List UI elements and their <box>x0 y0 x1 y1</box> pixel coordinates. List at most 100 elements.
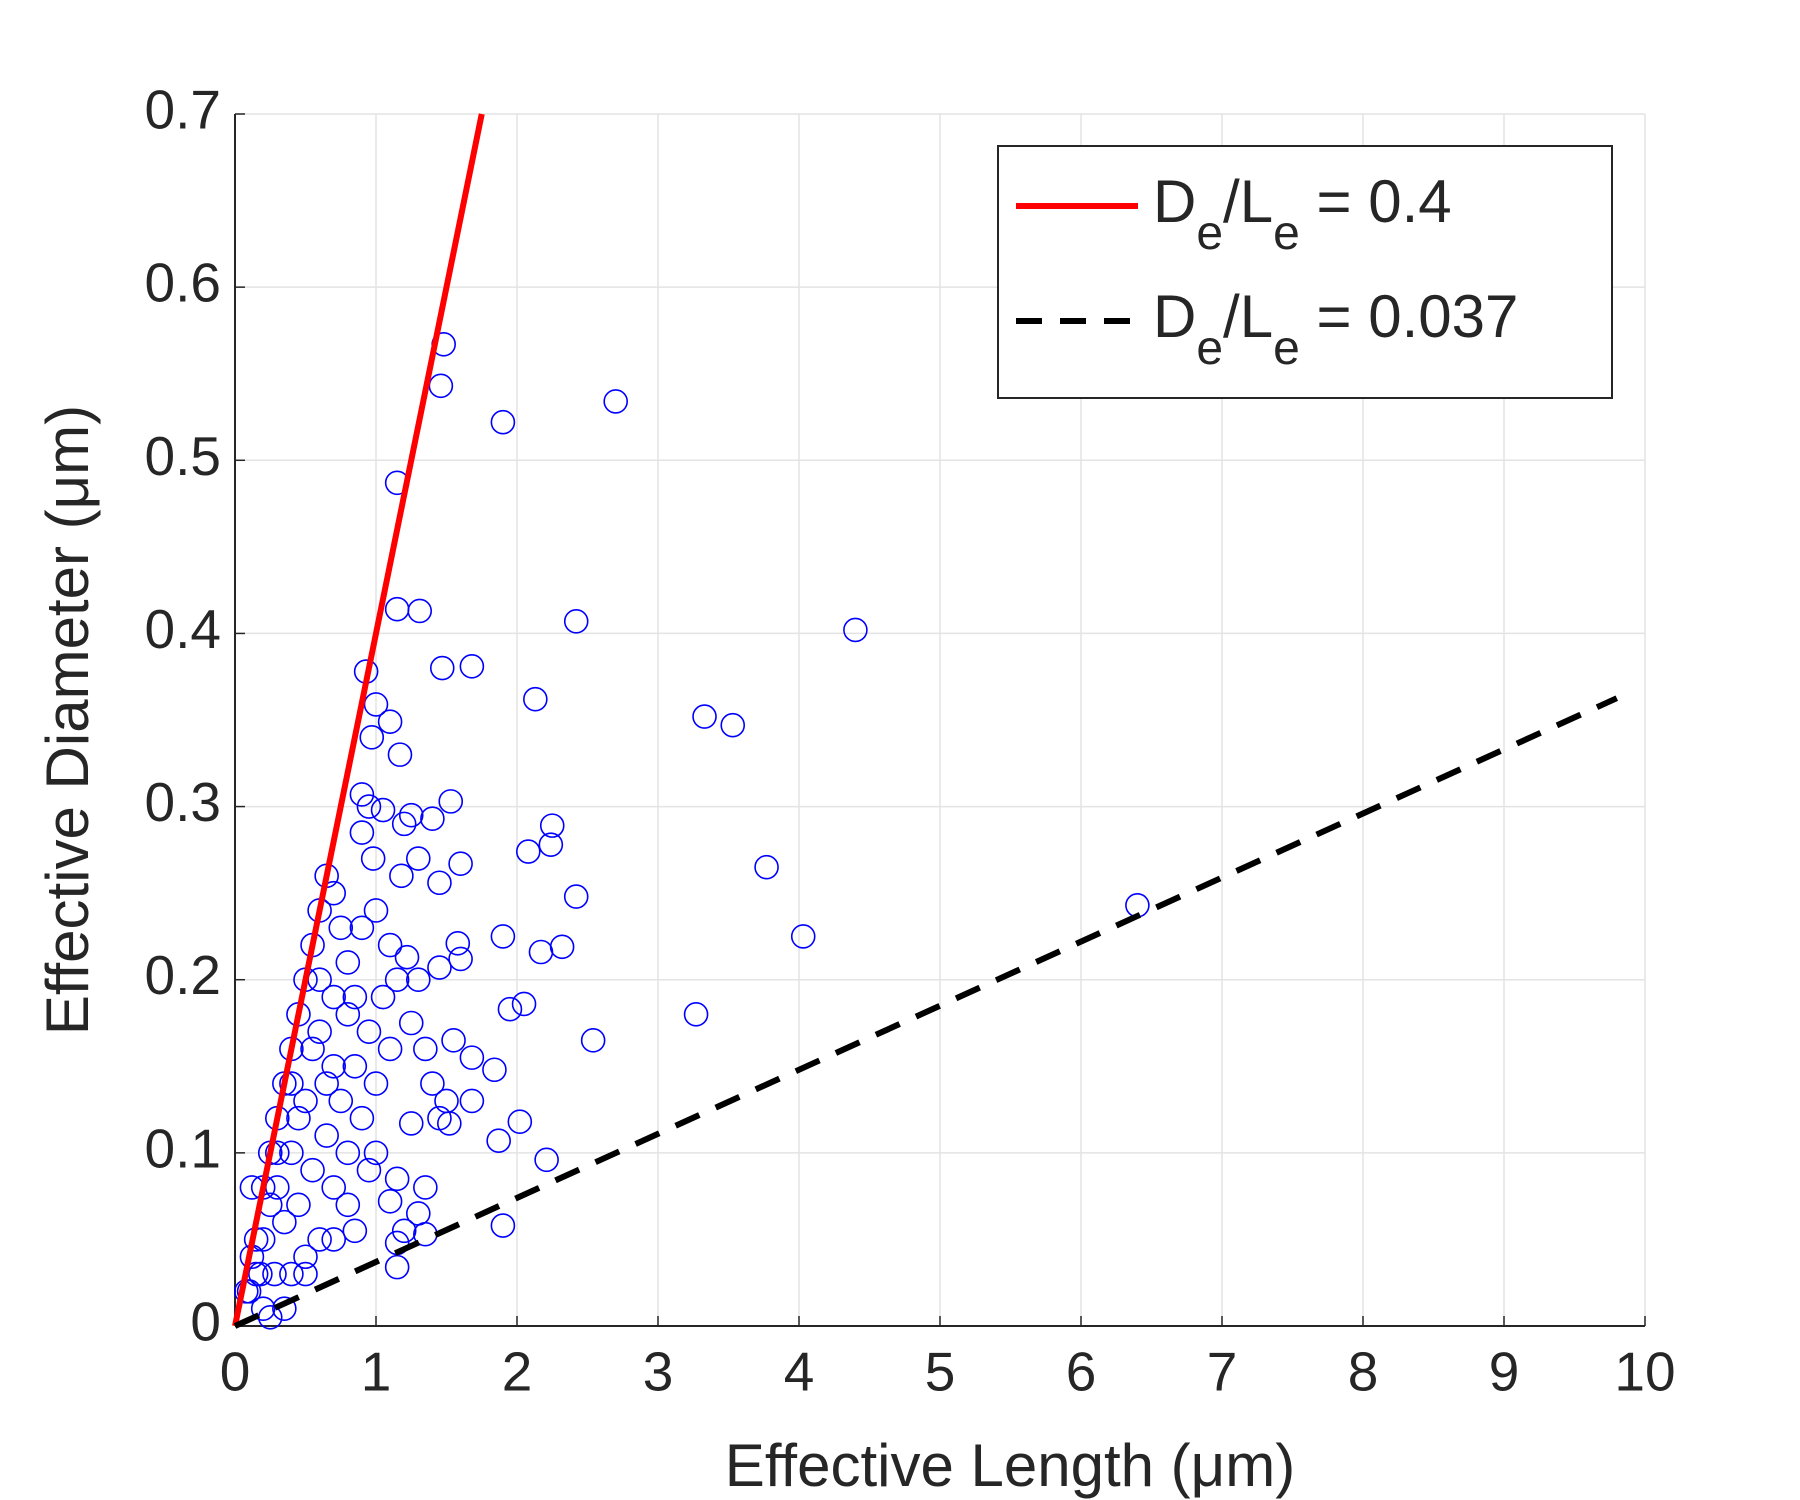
x-tick-label: 2 <box>502 1341 533 1403</box>
scatter-point <box>407 598 433 624</box>
scatter-point <box>286 1105 311 1131</box>
scatter-point <box>437 1111 462 1136</box>
scatter-point <box>438 789 464 814</box>
scatter-point <box>405 967 431 993</box>
scatter-point <box>377 932 403 958</box>
scatter-point <box>272 1296 297 1321</box>
scatter-point <box>534 1147 559 1173</box>
x-tick-label: 1 <box>361 1341 392 1403</box>
scatter-point <box>349 915 375 941</box>
x-tick-label: 3 <box>643 1341 674 1403</box>
scatter-point <box>428 373 454 399</box>
x-tick-label: 10 <box>1614 1341 1675 1403</box>
scatter-point <box>335 1192 361 1218</box>
scatter-point <box>391 1218 417 1244</box>
scatter-point <box>459 1045 485 1070</box>
scatter-point <box>384 967 410 993</box>
scatter-point <box>349 782 375 807</box>
scatter-point <box>279 1140 304 1166</box>
scatter-point <box>321 984 347 1010</box>
y-tick-label: 0.7 <box>145 79 221 141</box>
scatter-point <box>459 654 485 679</box>
scatter-point <box>603 389 629 414</box>
scatter-point <box>448 946 473 972</box>
scatter-point <box>342 984 368 1010</box>
legend-label: De/Le = 0.037 <box>1153 283 1518 375</box>
scatter-point <box>264 1140 290 1166</box>
scatter-point <box>363 1071 389 1096</box>
scatter-point <box>314 1071 339 1096</box>
y-tick-label: 0.3 <box>145 771 221 833</box>
scatter-point <box>342 1053 368 1079</box>
scatter-point <box>427 870 452 896</box>
scatter-point <box>563 609 589 634</box>
scatter-point <box>754 854 779 880</box>
scatter-point <box>321 1053 347 1079</box>
y-tick-label: 0.1 <box>145 1117 221 1179</box>
scatter-point <box>293 1261 318 1287</box>
scatter-point <box>342 1218 368 1244</box>
scatter-point <box>363 898 389 923</box>
scatter-point <box>335 1002 361 1027</box>
scatter-point <box>843 617 868 643</box>
scatter-point <box>293 1244 318 1270</box>
scatter-point <box>387 742 413 767</box>
scatter-point <box>360 846 386 871</box>
legend-label: De/Le = 0.4 <box>1153 168 1452 260</box>
scatter-point <box>335 950 361 975</box>
scatter-point <box>377 1036 403 1062</box>
scatter-point <box>356 1019 382 1044</box>
legend-box <box>997 145 1613 399</box>
scatter-point <box>377 1189 403 1214</box>
scatter-point <box>391 811 417 837</box>
scatter-point <box>262 1261 287 1287</box>
scatter-point <box>370 797 396 823</box>
scatter-point <box>394 944 420 970</box>
scatter-point <box>413 1036 438 1062</box>
x-axis-label: Effective Length (μm) <box>725 1432 1295 1499</box>
scatter-point <box>321 1175 347 1200</box>
scatter-point <box>420 806 445 831</box>
scatter-point <box>580 1028 606 1053</box>
x-tick-label: 5 <box>925 1341 956 1403</box>
y-tick-label: 0.6 <box>145 252 221 314</box>
scatter-point <box>286 1192 311 1218</box>
y-tick-label: 0.5 <box>145 425 221 487</box>
scatter-point <box>549 934 575 960</box>
x-tick-label: 4 <box>784 1341 815 1403</box>
scatter-point <box>356 1157 382 1183</box>
scatter-point <box>300 1157 325 1183</box>
scatter-point <box>335 1140 361 1166</box>
scatter-point <box>683 1002 709 1027</box>
scatter-point <box>349 1105 375 1131</box>
scatter-point <box>328 915 354 941</box>
y-tick-label: 0 <box>190 1291 221 1353</box>
scatter-point <box>384 1254 410 1280</box>
scatter-point <box>384 596 410 622</box>
scatter-point <box>507 1109 533 1134</box>
scatter-point <box>328 1088 354 1114</box>
scatter-point <box>377 709 403 735</box>
scatter-point <box>398 1111 424 1136</box>
scatter-point <box>490 924 516 949</box>
reference-line <box>232 113 485 1327</box>
x-tick-label: 9 <box>1489 1341 1520 1403</box>
y-tick-label: 0.2 <box>145 944 221 1006</box>
x-tick-label: 8 <box>1348 1341 1379 1403</box>
scatter-point <box>445 931 471 956</box>
scatter-point <box>314 1123 339 1148</box>
scatter-point <box>539 813 565 838</box>
scatter-point <box>293 1088 318 1114</box>
reference-line <box>233 695 1619 1329</box>
scatter-point <box>405 846 431 871</box>
scatter-point <box>370 984 396 1010</box>
scatter-point <box>420 1071 445 1096</box>
scatter-point <box>720 712 746 738</box>
scatter-point <box>349 820 375 845</box>
scatter-point <box>363 1140 389 1166</box>
scatter-point <box>250 1296 276 1321</box>
scatter-point <box>441 1028 466 1053</box>
scatter-point <box>790 924 816 949</box>
